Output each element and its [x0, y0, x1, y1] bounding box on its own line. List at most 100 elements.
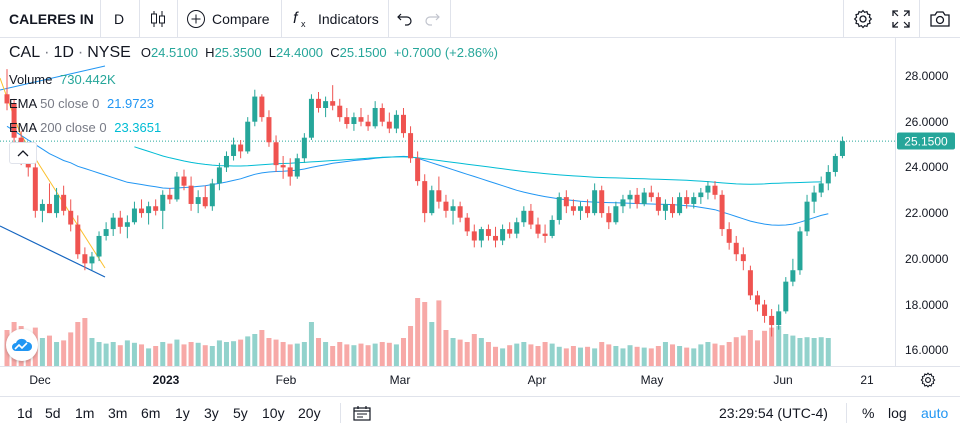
open-value: 24.5100 [150, 45, 198, 60]
ema50-study-legend[interactable]: EMA 50 close 0 21.9723 [9, 96, 154, 111]
volume-bar [655, 346, 661, 366]
volume-bar [514, 343, 520, 366]
range-button[interactable]: 3y [204, 405, 219, 421]
candle-body [181, 176, 187, 186]
candle-body [613, 206, 619, 223]
log-scale-toggle[interactable]: log [888, 405, 907, 421]
volume-bar [684, 347, 690, 366]
volume-bar [415, 298, 421, 366]
candle-body [769, 315, 775, 326]
candle-body [535, 224, 541, 234]
volume-bar [202, 345, 208, 366]
axis-settings-button[interactable] [920, 372, 936, 393]
tradingview-logo[interactable] [6, 329, 38, 361]
volume-bar [719, 345, 725, 366]
fullscreen-button[interactable] [884, 0, 918, 38]
range-button[interactable]: 1m [75, 405, 95, 421]
gear-icon [920, 372, 936, 388]
volume-bar [698, 344, 704, 366]
candle-body [238, 144, 244, 152]
volume-bar [75, 322, 81, 366]
candle-body [61, 194, 67, 211]
candle-body [75, 224, 81, 255]
volume-bar [117, 345, 123, 366]
candle-body [762, 304, 768, 316]
time-axis[interactable] [0, 366, 960, 394]
volume-bar [231, 341, 237, 366]
percent-scale-toggle[interactable]: % [862, 405, 875, 421]
candles-icon [151, 11, 165, 27]
range-button[interactable]: 5d [45, 405, 61, 421]
calendar-icon [353, 406, 371, 421]
candle-body [698, 192, 704, 198]
goto-date-button[interactable] [353, 405, 371, 426]
candle-body [266, 117, 272, 143]
candle-body [103, 229, 109, 236]
candle-body [648, 192, 654, 198]
candle-body [273, 142, 279, 166]
volume-bar [188, 342, 194, 366]
bottom-divider [846, 403, 847, 423]
candle-body [223, 155, 229, 168]
high-value: 25.3500 [214, 45, 262, 60]
plus-circle-icon [187, 10, 205, 28]
candle-body [146, 206, 152, 214]
volume-bar [733, 337, 739, 366]
range-button[interactable]: 10y [262, 405, 285, 421]
volume-bar [330, 346, 336, 366]
volume-bar [521, 342, 527, 366]
range-button[interactable]: 1d [17, 405, 33, 421]
candle-body [308, 98, 314, 138]
ema200-study-legend[interactable]: EMA 200 close 0 23.3651 [9, 120, 161, 135]
volume-bar [301, 342, 307, 366]
price-chart[interactable] [0, 38, 895, 366]
volume-bar [776, 326, 782, 366]
candle-body [287, 167, 293, 177]
legend-symbol[interactable]: CAL [9, 44, 41, 61]
range-button[interactable]: 5y [233, 405, 248, 421]
volume-bar [393, 344, 399, 366]
range-button[interactable]: 20y [298, 405, 321, 421]
candle-body [677, 197, 683, 214]
volume-bar [110, 342, 116, 366]
volume-bar [783, 334, 789, 366]
volume-bar [606, 344, 612, 366]
chart-style-button[interactable] [141, 0, 175, 38]
low-value: 24.4000 [276, 45, 324, 60]
volume-study-legend[interactable]: Volume 730.442K [9, 72, 116, 87]
cloud-logo-icon [12, 338, 33, 351]
legend-collapse-button[interactable] [9, 142, 37, 164]
time-axis-label: Dec [29, 373, 51, 387]
price-axis[interactable] [895, 38, 960, 366]
volume-bar [379, 342, 385, 366]
symbol-search-button[interactable]: CALERES IN [9, 11, 93, 27]
settings-button[interactable] [846, 0, 880, 38]
time-axis-label: Jun [773, 373, 793, 387]
auto-scale-toggle[interactable]: auto [921, 405, 949, 421]
volume-bar [422, 302, 428, 366]
candle-body [783, 281, 789, 312]
volume-bar [556, 346, 562, 366]
candle-body [662, 203, 668, 211]
candle-body [379, 107, 385, 122]
volume-bar [351, 345, 357, 366]
volume-bar [400, 338, 406, 366]
candle-body [68, 210, 74, 225]
svg-text:f: f [293, 10, 299, 27]
toolbar-divider [843, 0, 844, 38]
fullscreen-icon [892, 10, 910, 28]
clock-timezone[interactable]: 23:29:54 (UTC-4) [719, 405, 828, 421]
range-button[interactable]: 1y [175, 405, 190, 421]
snapshot-button[interactable] [923, 0, 957, 38]
redo-button[interactable] [415, 0, 449, 38]
candle-body [500, 229, 506, 241]
candle-body [606, 213, 612, 223]
range-button[interactable]: 6m [141, 405, 161, 421]
range-button[interactable]: 3m [108, 405, 128, 421]
interval-button[interactable]: D [114, 11, 125, 27]
volume-bar [769, 327, 775, 366]
compare-button[interactable]: Compare [186, 0, 270, 38]
undo-button[interactable] [388, 0, 422, 38]
candle-body [422, 181, 428, 214]
